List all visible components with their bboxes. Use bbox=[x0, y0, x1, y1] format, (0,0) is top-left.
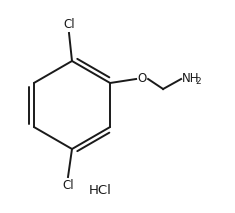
Text: Cl: Cl bbox=[63, 18, 75, 31]
Text: NH: NH bbox=[182, 72, 200, 85]
Text: 2: 2 bbox=[195, 77, 201, 86]
Text: HCl: HCl bbox=[89, 184, 111, 197]
Text: O: O bbox=[137, 72, 146, 85]
Text: Cl: Cl bbox=[62, 179, 74, 192]
